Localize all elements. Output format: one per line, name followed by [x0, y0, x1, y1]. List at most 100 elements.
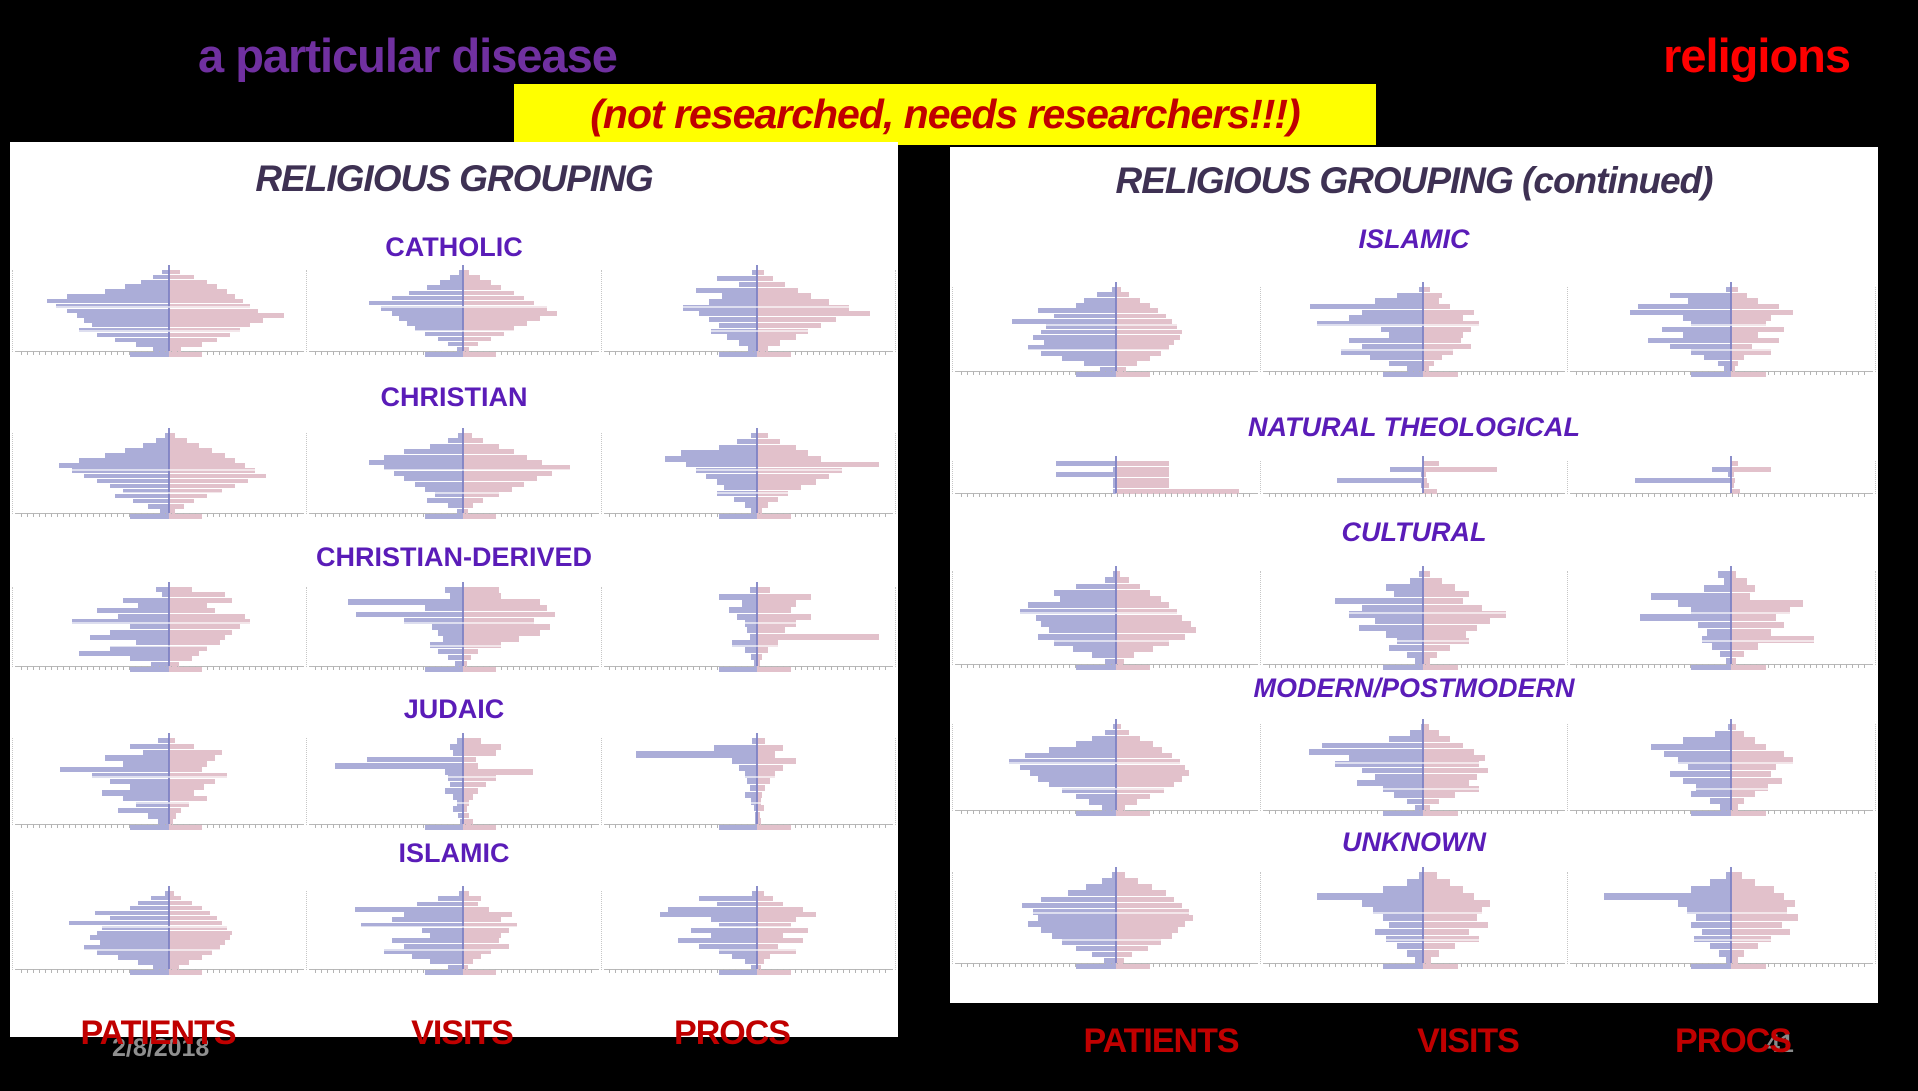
- bar-right: [168, 624, 241, 630]
- bar-left: [1394, 591, 1424, 598]
- bar-right: [1423, 792, 1456, 799]
- bar-right: [168, 508, 176, 514]
- bar-right: [757, 340, 781, 346]
- bar-left: [414, 326, 464, 332]
- bar-left: [1022, 902, 1116, 909]
- bar-left: [456, 738, 464, 744]
- bar-right: [757, 502, 768, 508]
- bar-right: [463, 630, 540, 636]
- chart-cell-islamic-visits: [1259, 282, 1568, 377]
- bar-right: [463, 497, 484, 503]
- bar-right: [168, 819, 173, 825]
- bar-left: [1407, 879, 1424, 886]
- bar-left: [1688, 764, 1732, 771]
- bar-left: [1062, 356, 1116, 361]
- bar-right: [1731, 643, 1758, 651]
- panel-religious-grouping: RELIGIOUS GROUPING CATHOLIC CHRISTIAN CHRI…: [10, 142, 898, 1037]
- bar-right: [1115, 361, 1138, 367]
- white-gridline: [312, 925, 588, 928]
- bar-right: [463, 280, 492, 285]
- bar-right: [463, 654, 471, 661]
- section-label-islamic: ISLAMIC: [398, 838, 510, 868]
- bar-left: [117, 955, 169, 960]
- bar-right: [1423, 597, 1464, 605]
- white-gridline: [958, 349, 1246, 352]
- bar-right: [757, 738, 765, 745]
- chart-cell-unknown-procs: [1567, 867, 1877, 969]
- bar-left: [1691, 607, 1732, 614]
- bar-left: [1724, 366, 1732, 372]
- bar-right: [168, 767, 202, 773]
- bar-left: [117, 613, 169, 619]
- bar-right: [1115, 764, 1186, 770]
- bar-right: [1731, 804, 1738, 811]
- bar-left: [89, 635, 169, 640]
- below-axis-stub-left: [719, 970, 758, 975]
- bar-left: [138, 960, 169, 965]
- below-axis-stub-right: [757, 514, 791, 519]
- bar-right: [757, 613, 811, 620]
- bar-left: [424, 331, 463, 337]
- bar-left: [1420, 724, 1424, 730]
- bar-right: [463, 331, 504, 337]
- bar-left: [130, 784, 169, 790]
- bar-right: [1731, 893, 1785, 900]
- bar-right: [1115, 297, 1140, 303]
- white-gridline: [1573, 787, 1861, 790]
- bar-left: [459, 270, 463, 275]
- charts-row-judaic: [12, 733, 896, 830]
- bar-right: [1115, 914, 1194, 921]
- section-label-modern-postmodern: MODERN/POSTMODERN: [1253, 673, 1575, 703]
- chart-cell-modern-postmodern-patients: [952, 719, 1260, 816]
- bar-left: [1059, 596, 1116, 602]
- bar-left: [1362, 900, 1424, 907]
- bar-left: [58, 463, 169, 469]
- bar-left: [89, 935, 169, 940]
- bar-left: [1372, 907, 1424, 915]
- below-axis-stub-left: [424, 825, 463, 830]
- bar-left: [698, 311, 758, 317]
- bar-right: [1731, 724, 1737, 731]
- bar-left: [750, 798, 758, 805]
- bar-left: [1075, 741, 1116, 747]
- bar-left: [744, 771, 758, 778]
- pyramid-center-axis: [1114, 456, 1117, 493]
- bar-right: [1731, 292, 1748, 298]
- bar-right: [168, 925, 228, 931]
- white-gridline: [312, 948, 588, 951]
- bar-left: [391, 295, 464, 301]
- bar-left: [452, 750, 464, 757]
- bar-right: [1423, 798, 1440, 805]
- bar-left: [1691, 349, 1732, 355]
- bar-left: [417, 901, 463, 907]
- bar-right: [1731, 928, 1790, 936]
- pyramid-chart-islamic-patients: [955, 282, 1258, 377]
- bar-left: [750, 964, 758, 970]
- bar-left: [1388, 921, 1424, 929]
- bar-left: [432, 623, 463, 630]
- x-axis-ticks: [1268, 493, 1560, 497]
- bar-right: [168, 920, 223, 926]
- bar-right: [1731, 488, 1741, 494]
- bar-left: [1051, 933, 1116, 940]
- chart-cell-catholic-procs: [600, 265, 896, 357]
- bar-left: [1038, 776, 1116, 782]
- note-text: (not researched, needs researchers!!!): [590, 91, 1300, 137]
- bar-right: [1115, 334, 1180, 340]
- bar-right: [168, 891, 174, 896]
- bar-right: [757, 334, 796, 340]
- bar-left: [1415, 804, 1424, 811]
- bar-right: [168, 468, 256, 474]
- bar-left: [1664, 750, 1732, 758]
- bar-left: [752, 891, 758, 896]
- chart-cell-unknown-patients: [952, 867, 1260, 969]
- bar-left: [698, 943, 758, 949]
- bar-right: [1731, 483, 1734, 489]
- bar-right: [168, 597, 233, 603]
- bar-right: [1423, 949, 1440, 957]
- white-gridline: [958, 787, 1246, 790]
- bar-right: [1731, 737, 1756, 744]
- white-gridline: [606, 492, 882, 495]
- chart-cell-unknown-visits: [1259, 867, 1568, 969]
- bar-left: [459, 891, 463, 896]
